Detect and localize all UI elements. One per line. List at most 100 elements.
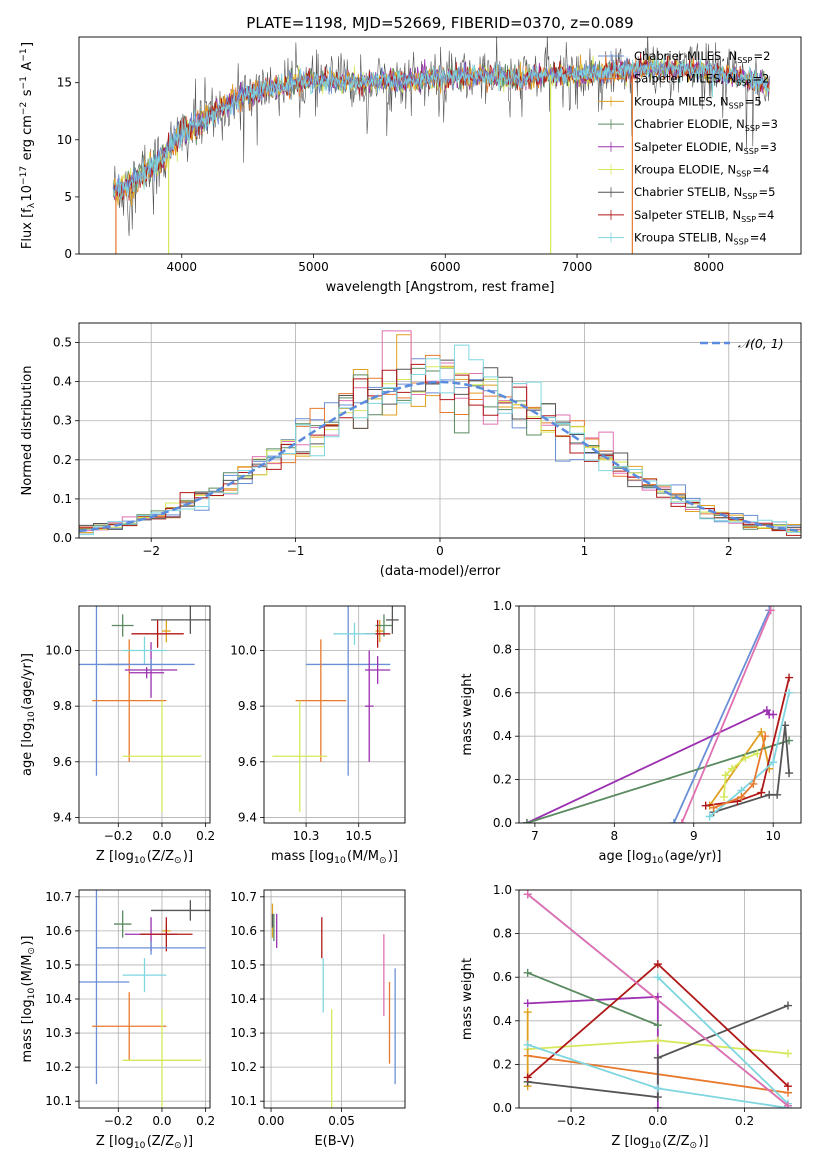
spectrum-line bbox=[112, 37, 770, 237]
legend: Chabrier MILES, NSSP =2 Salpeter MILES, N… bbox=[598, 49, 778, 247]
y-tick-label: 10.7 bbox=[45, 890, 72, 904]
marker bbox=[705, 812, 714, 821]
legend-label: Kroupa MILES, NSSP =5 bbox=[634, 94, 762, 110]
residuals-panel: −2 −1 0 1 2 0.0 0.1 0.2 0.3 0.4 0.5 (data-model)/er… bbox=[20, 322, 802, 579]
y-tick-label: 10.5 bbox=[45, 958, 72, 972]
y-tick-label: 0.0 bbox=[493, 1101, 512, 1115]
marker bbox=[769, 758, 778, 767]
z-mass-panel: −0.2 0.0 0.2 10.1 10.2 10.3 10.4 10.5 10.6 10.7 Z … bbox=[20, 889, 215, 1151]
x-tick-label: 0.00 bbox=[258, 1114, 285, 1128]
y-axis-label: Flux [fλ 10−17 erg cm−2 s−1 A−1 ] bbox=[19, 42, 37, 249]
marker bbox=[523, 1073, 532, 1082]
series-line bbox=[527, 893, 789, 1107]
x-tick-label: 8000 bbox=[694, 260, 725, 274]
marker bbox=[769, 710, 778, 719]
marker bbox=[785, 688, 794, 697]
x-axis-label: Z [log10 (Z/Z⊙ )] bbox=[96, 849, 193, 866]
z-weight-panel: −0.2 0.0 0.2 0.0 0.2 0.4 0.6 0.8 1.0 Z [log10 (Z/… bbox=[460, 883, 802, 1151]
marker bbox=[737, 792, 746, 801]
marker bbox=[653, 1021, 662, 1030]
x-tick-label: 0.0 bbox=[152, 1114, 171, 1128]
series-line bbox=[681, 609, 772, 823]
y-tick-label: 0.8 bbox=[493, 642, 512, 656]
y-axis-label: mass [log10 (M/M⊙ )] bbox=[20, 935, 37, 1062]
x-tick-label: 5000 bbox=[298, 260, 329, 274]
x-axis-label: wavelength [Angstrom, rest frame] bbox=[326, 280, 555, 295]
y-tick-label: 10.7 bbox=[230, 890, 257, 904]
y-tick-label: 10.0 bbox=[230, 644, 257, 658]
x-tick-label: 7000 bbox=[562, 260, 593, 274]
marker bbox=[741, 753, 750, 762]
plot-area bbox=[112, 37, 770, 254]
y-tick-label: 0.2 bbox=[53, 453, 72, 467]
series-line bbox=[527, 1004, 789, 1099]
legend-label: Chabrier STELIB, NSSP =5 bbox=[634, 185, 775, 201]
legend-label: Kroupa STELIB, NSSP =4 bbox=[634, 231, 767, 247]
y-axis-label: Normed distribution bbox=[20, 366, 35, 496]
marker bbox=[522, 819, 531, 823]
legend-label: Salpeter STELIB, NSSP =4 bbox=[634, 208, 774, 224]
x-tick-label: 10.3 bbox=[293, 829, 320, 843]
marker bbox=[757, 727, 766, 736]
marker bbox=[701, 801, 710, 810]
x-tick-label: −2 bbox=[142, 544, 160, 558]
x-axis-label: mass [log10 (M/M⊙ )] bbox=[271, 849, 398, 866]
marker bbox=[766, 606, 775, 615]
y-tick-label: 0.6 bbox=[493, 970, 512, 984]
legend-label: 𝒩(0, 1) bbox=[738, 336, 784, 351]
y-tick-label: 0.4 bbox=[53, 375, 72, 389]
x-tick-label: 10 bbox=[766, 829, 781, 843]
x-tick-label: 2 bbox=[725, 544, 733, 558]
y-tick-label: 9.4 bbox=[53, 810, 72, 824]
y-tick-label: 10.0 bbox=[45, 644, 72, 658]
marker bbox=[761, 732, 770, 741]
legend-label: Kroupa ELODIE, NSSP =4 bbox=[634, 163, 769, 179]
marker bbox=[783, 1082, 792, 1091]
series-line bbox=[527, 972, 659, 1026]
y-tick-label: 0.5 bbox=[53, 336, 72, 350]
x-tick-label: −1 bbox=[287, 544, 305, 558]
x-tick-label: −0.2 bbox=[104, 1114, 133, 1128]
plot-area bbox=[272, 606, 399, 812]
y-tick-label: 9.8 bbox=[238, 699, 257, 713]
marker bbox=[677, 819, 686, 823]
x-tick-label: 7 bbox=[531, 829, 539, 843]
marker bbox=[785, 769, 794, 778]
plot-area bbox=[271, 903, 396, 1108]
x-axis-label: (data-model)/error bbox=[380, 564, 501, 579]
gaussian-curve bbox=[79, 380, 801, 533]
x-tick-label: 0.05 bbox=[328, 1114, 355, 1128]
y-tick-label: 10 bbox=[57, 133, 72, 147]
y-tick-label: 0.0 bbox=[53, 531, 72, 545]
plot-area bbox=[79, 606, 210, 812]
y-axis-label: age [log10 (age/yr)] bbox=[20, 653, 37, 776]
x-tick-label: 9 bbox=[690, 829, 698, 843]
axes-frame bbox=[518, 889, 802, 1109]
y-tick-label: 0.1 bbox=[53, 492, 72, 506]
series-line bbox=[713, 735, 767, 809]
x-tick-label: 4000 bbox=[166, 260, 197, 274]
legend-label: Salpeter ELODIE, NSSP =3 bbox=[634, 140, 777, 156]
x-tick-label: 8 bbox=[611, 829, 619, 843]
marker bbox=[783, 1101, 792, 1108]
series-line bbox=[673, 609, 771, 823]
y-tick-label: 1.0 bbox=[493, 883, 512, 897]
y-tick-label: 0.0 bbox=[493, 816, 512, 830]
x-tick-label: 6000 bbox=[430, 260, 461, 274]
y-tick-label: 10.4 bbox=[45, 992, 72, 1006]
z-age-panel: −0.2 0.0 0.2 9.4 9.6 9.8 10.0 Z [log10 (Z/Z⊙ )]… bbox=[20, 605, 215, 866]
x-tick-label: 0.2 bbox=[735, 1114, 754, 1128]
x-axis-label: Z [log10 (Z/Z⊙ )] bbox=[96, 1134, 193, 1151]
y-axis-label: mass weight bbox=[460, 673, 475, 755]
marker bbox=[653, 973, 662, 982]
x-tick-label: 10.5 bbox=[345, 829, 372, 843]
y-tick-label: 10.3 bbox=[45, 1026, 72, 1040]
y-tick-label: 0.8 bbox=[493, 927, 512, 941]
x-tick-label: 1 bbox=[581, 544, 589, 558]
y-tick-label: 10.5 bbox=[230, 958, 257, 972]
plot-area bbox=[523, 890, 792, 1108]
marker bbox=[523, 968, 532, 977]
axes-frame bbox=[78, 322, 802, 539]
y-tick-label: 10.2 bbox=[45, 1060, 72, 1074]
